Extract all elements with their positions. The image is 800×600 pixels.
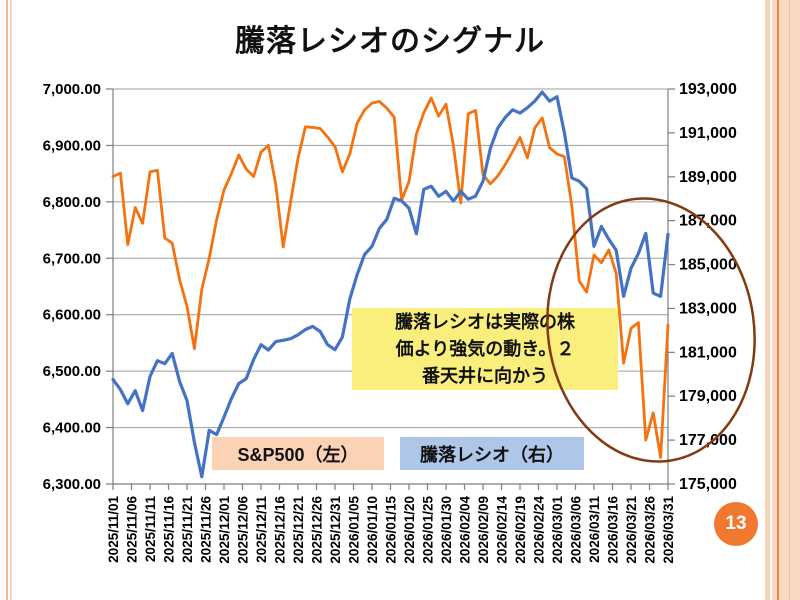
x-tick-label: 2026/03/01 <box>550 496 565 564</box>
x-tick-label: 2025/11/06 <box>125 496 140 563</box>
left-axis-label: 6,700.00 <box>43 250 101 267</box>
x-tick-label: 2025/11/11 <box>143 496 158 563</box>
x-tick-label: 2025/12/11 <box>254 496 269 563</box>
page-number-badge: 13 <box>714 502 758 546</box>
annotation-line-2: 価より強気の動き。２ <box>395 338 575 359</box>
right-border-band <box>772 0 800 600</box>
x-tick-label: 2026/03/06 <box>569 496 584 564</box>
left-axis-label: 6,600.00 <box>43 307 101 324</box>
right-border-accent-line <box>777 0 779 600</box>
x-tick-label: 2026/01/20 <box>402 496 417 564</box>
legend-sp500: S&P500（左） <box>212 437 384 470</box>
x-tick-label: 2025/12/31 <box>328 496 343 564</box>
right-axis-label: 193,000 <box>679 81 737 98</box>
x-tick-label: 2025/11/26 <box>199 496 214 563</box>
x-tick-label: 2026/01/30 <box>439 496 454 564</box>
right-axis-label: 185,000 <box>679 257 737 274</box>
left-axis-label: 7,000.00 <box>43 81 101 98</box>
x-tick-label: 2026/02/09 <box>476 496 491 564</box>
left-axis-label: 6,400.00 <box>43 420 101 437</box>
right-axis-label: 191,000 <box>679 125 737 142</box>
x-tick-label: 2026/01/25 <box>421 496 436 564</box>
gridlines <box>113 88 668 485</box>
x-tick-label: 2025/11/21 <box>180 496 195 563</box>
annotation-line-3: 番天井に向かう <box>422 365 548 386</box>
x-tick-label: 2026/03/16 <box>606 496 621 564</box>
right-axis-label: 179,000 <box>679 388 737 405</box>
x-tick-label: 2026/03/31 <box>661 496 676 564</box>
left-axis-label: 6,500.00 <box>43 363 101 380</box>
right-axis-label: 181,000 <box>679 344 737 361</box>
right-axis-label: 187,000 <box>679 213 737 230</box>
x-tick-label: 2025/12/21 <box>291 496 306 564</box>
x-tick-label: 2026/02/19 <box>513 496 528 564</box>
adratio-line <box>111 90 670 479</box>
x-tick-label: 2026/03/26 <box>643 496 658 564</box>
x-tick-label: 2026/02/24 <box>532 496 547 564</box>
annotation-line-1: 騰落レシオは実際の株 <box>395 311 575 332</box>
x-tick-label: 2026/03/21 <box>624 496 639 564</box>
x-tick-label: 2026/02/14 <box>495 496 510 564</box>
page-number: 13 <box>725 513 747 534</box>
left-axis-label: 6,300.00 <box>43 476 101 493</box>
axis-frame <box>112 89 669 485</box>
left-axis-label: 6,900.00 <box>43 137 101 154</box>
right-border-divider-line <box>789 0 790 600</box>
right-axis-label: 177,000 <box>679 432 737 449</box>
annotation-callout: 騰落レシオは実際の株 価より強気の動き。２ 番天井に向かう <box>352 308 618 390</box>
x-tick-label: 2025/12/16 <box>273 496 288 564</box>
axis-ticks <box>106 88 675 490</box>
right-axis-label: 183,000 <box>679 300 737 317</box>
x-tick-label: 2025/11/16 <box>162 496 177 563</box>
x-tick-label: 2026/02/04 <box>458 496 473 564</box>
x-tick-label: 2025/12/26 <box>310 496 325 564</box>
left-axis-label: 6,800.00 <box>43 194 101 211</box>
x-tick-label: 2025/12/01 <box>217 496 232 564</box>
slide-title: 騰落レシオのシグナル <box>235 25 545 58</box>
right-border-stripe-thin <box>765 0 770 600</box>
x-tick-label: 2026/01/05 <box>347 496 362 564</box>
left-border-stripe-outer <box>6 0 8 600</box>
x-tick-label: 2026/01/15 <box>384 496 399 564</box>
right-axis-label: 189,000 <box>679 169 737 186</box>
sp500-line <box>111 96 670 459</box>
x-tick-label: 2026/03/11 <box>587 496 602 563</box>
x-tick-label: 2026/01/10 <box>365 496 380 564</box>
right-axis-label: 175,000 <box>679 476 737 493</box>
legend-ratio: 騰落レシオ（右） <box>400 437 584 470</box>
x-tick-label: 2025/12/06 <box>236 496 251 564</box>
left-border-stripe-inner <box>10 0 12 600</box>
x-tick-label: 2025/11/01 <box>106 496 121 563</box>
